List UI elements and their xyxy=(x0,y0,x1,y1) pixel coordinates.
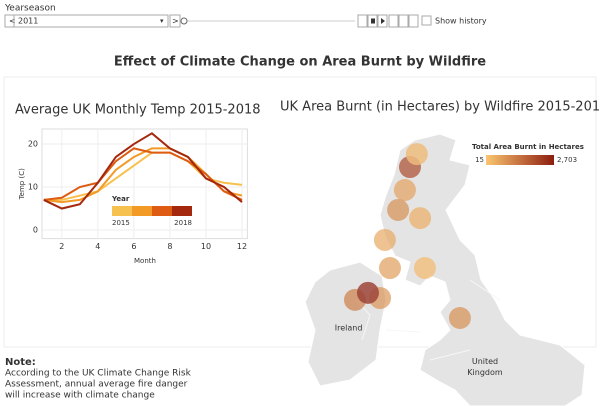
y-tick-label: 20 xyxy=(28,140,38,149)
legend-label: 2015 xyxy=(112,219,130,227)
x-tick-label: 10 xyxy=(201,242,211,251)
colorbar-label: 15 xyxy=(475,156,484,164)
x-tick-label: 12 xyxy=(237,242,247,251)
legend-swatch xyxy=(132,206,152,216)
map xyxy=(304,133,586,406)
note-line: According to the UK Climate Change Risk xyxy=(5,369,192,379)
panel-border xyxy=(3,76,597,348)
legend-swatch xyxy=(152,206,172,216)
chart-title: UK Area Burnt (in Hectares) by Wildfire … xyxy=(280,100,600,115)
fire-point xyxy=(448,307,471,330)
fire-point xyxy=(356,281,379,304)
play-back[interactable] xyxy=(357,14,368,28)
note-line: will increase with climate change xyxy=(5,391,155,401)
colorbar xyxy=(486,155,554,165)
note-heading: Note: xyxy=(5,357,36,368)
fire-point xyxy=(413,257,436,280)
legend-label: 2018 xyxy=(174,219,192,227)
fire-point xyxy=(393,178,416,201)
colorbar-label: 2,703 xyxy=(557,156,577,164)
dropdown-arrow[interactable]: ▾ xyxy=(160,17,164,25)
nav-prev[interactable]: < xyxy=(9,17,16,26)
speed-slow[interactable] xyxy=(388,14,399,28)
temp-line xyxy=(43,151,243,201)
history-checkbox[interactable] xyxy=(421,15,432,26)
fire-point xyxy=(405,143,428,166)
fire-point xyxy=(387,198,410,221)
great-britain xyxy=(379,133,586,406)
temp-line xyxy=(43,147,243,204)
nav-next[interactable] xyxy=(169,14,181,28)
fire-point xyxy=(373,228,396,251)
y-axis-label: Temp (C) xyxy=(18,168,26,200)
y-tick-label: 0 xyxy=(33,226,38,235)
legend-title: Year xyxy=(111,195,130,203)
nav-next-icon: > xyxy=(172,17,179,26)
show-history: Show history xyxy=(435,17,487,26)
playback xyxy=(357,14,432,28)
filter-label: Yearseason xyxy=(4,4,56,14)
x-tick-label: 8 xyxy=(167,242,172,251)
x-tick-label: 4 xyxy=(95,242,100,251)
place-label: Ireland xyxy=(335,324,363,333)
fire-point xyxy=(409,207,432,230)
fire-point xyxy=(378,257,401,280)
legend-swatch xyxy=(172,206,192,216)
slider-thumb[interactable] xyxy=(180,17,188,25)
note-line: Assessment, annual average fire danger xyxy=(5,380,188,390)
x-tick-label: 2 xyxy=(59,242,64,251)
plot-area xyxy=(41,128,248,240)
legend-swatch xyxy=(112,206,132,216)
speed-fast[interactable] xyxy=(408,14,419,28)
temp-line xyxy=(43,147,243,201)
x-tick-label: 6 xyxy=(131,242,136,251)
chart-title: Average UK Monthly Temp 2015-2018 xyxy=(15,103,261,118)
place-label: Kingdom xyxy=(467,368,503,377)
filter-value: 2011 xyxy=(18,17,38,26)
heat-points xyxy=(343,143,471,330)
place-label: United xyxy=(472,357,498,366)
year-dropdown[interactable] xyxy=(4,14,169,28)
colorbar-title: Total Area Burnt in Hectares xyxy=(472,143,584,151)
temp-line xyxy=(43,132,243,210)
y-tick-label: 10 xyxy=(28,183,38,192)
borders xyxy=(355,279,501,361)
speed-medium[interactable] xyxy=(398,14,409,28)
dashboard-title: Effect of Climate Change on Area Burnt b… xyxy=(114,55,486,70)
x-axis-label: Month xyxy=(134,257,156,265)
